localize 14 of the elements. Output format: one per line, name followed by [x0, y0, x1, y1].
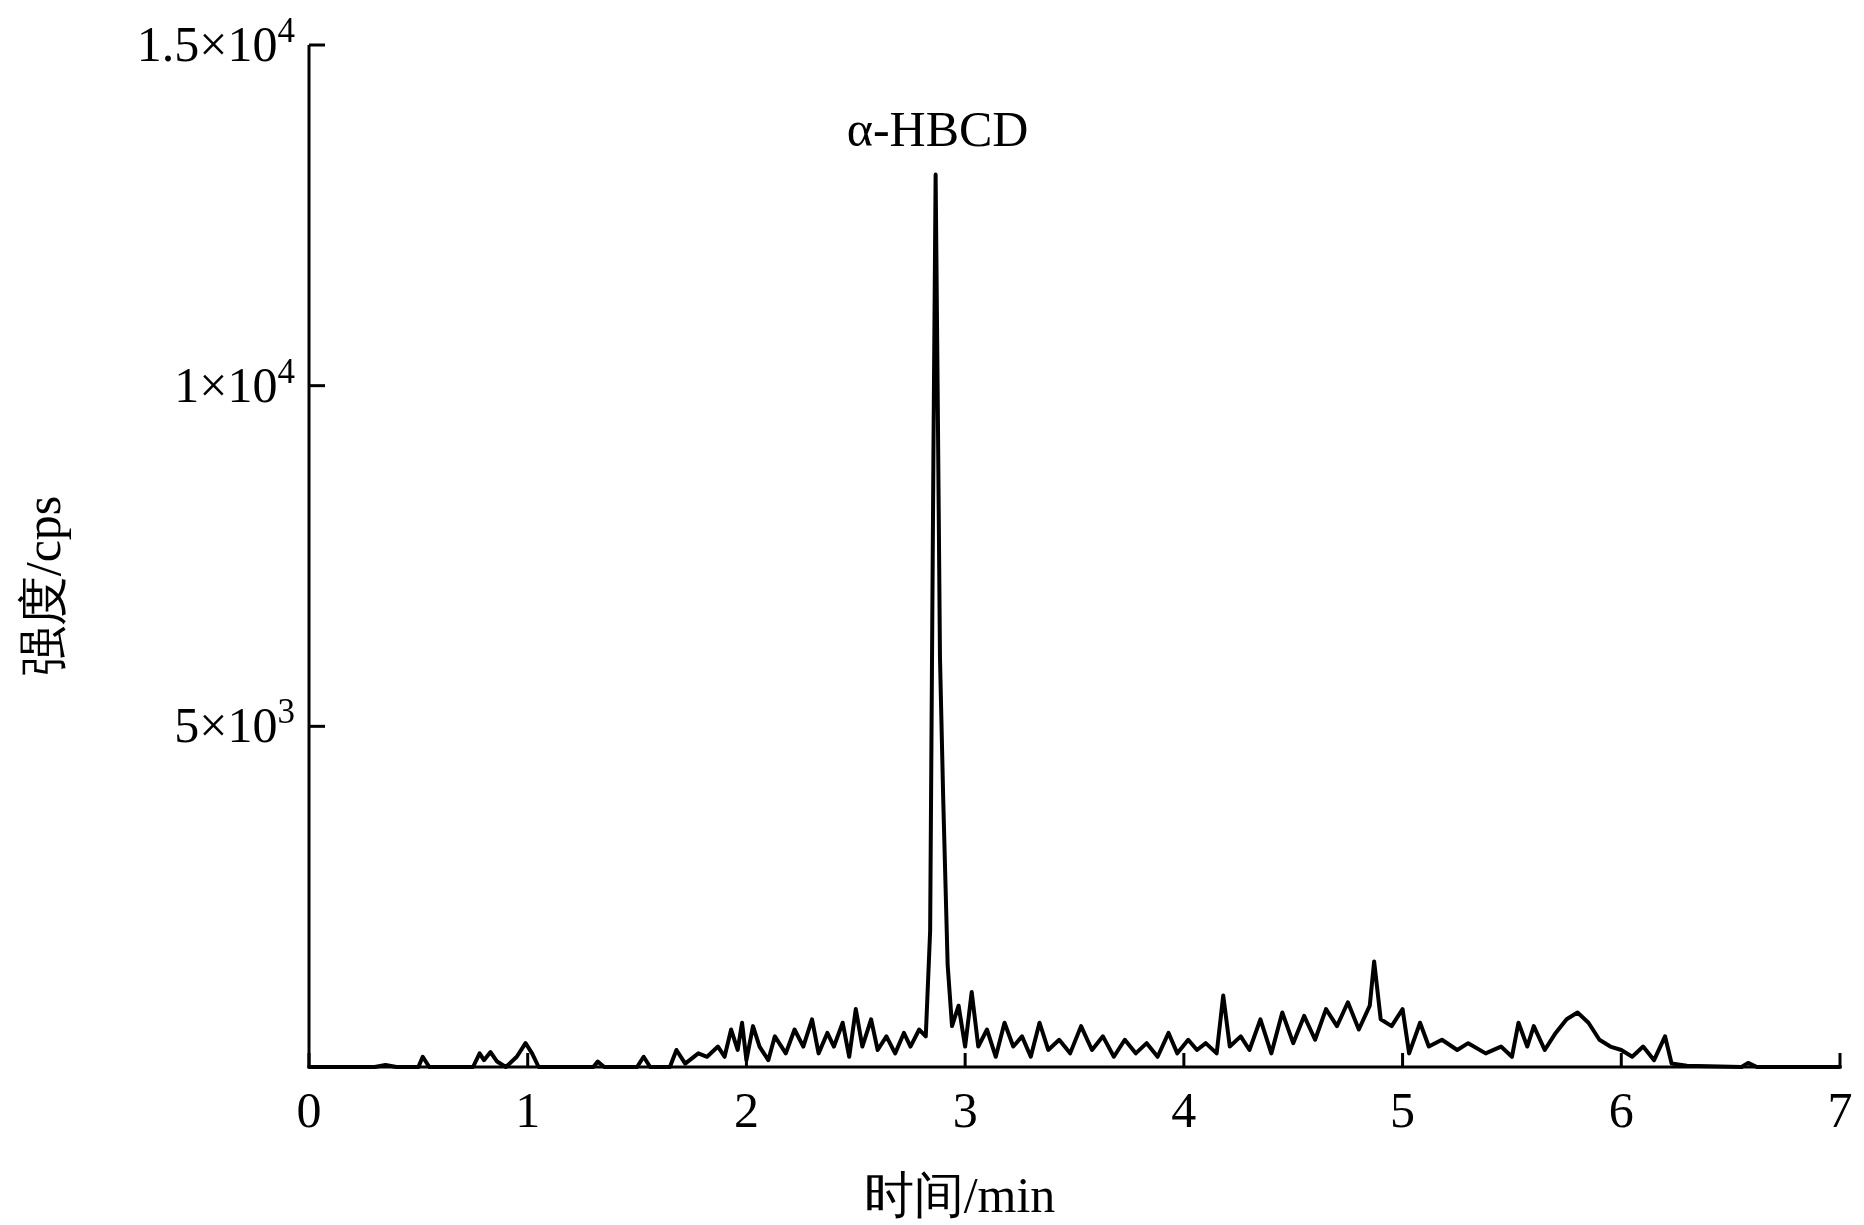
annotation: α-HBCD [846, 101, 1029, 158]
x-tick-label: 6 [1608, 1082, 1634, 1138]
x-tick-label: 2 [733, 1082, 759, 1138]
x-axis-title: 时间/min [863, 1167, 1056, 1223]
x-tick-label: 0 [296, 1082, 322, 1138]
x-tick-label: 3 [952, 1082, 978, 1138]
x-tick-label: 1 [515, 1082, 541, 1138]
y-tick-label: 5×10$^{3}$ [174, 691, 295, 754]
y-tick-label: 1.5×10$^{4}$ [136, 10, 295, 72]
x-tick-label: 7 [1827, 1082, 1853, 1138]
y-tick-label: 1×10$^{4}$ [174, 351, 295, 413]
y-axis-title: 强度/cps [15, 495, 71, 677]
x-tick-label: 4 [1171, 1082, 1197, 1138]
x-tick-label: 5 [1390, 1082, 1416, 1138]
